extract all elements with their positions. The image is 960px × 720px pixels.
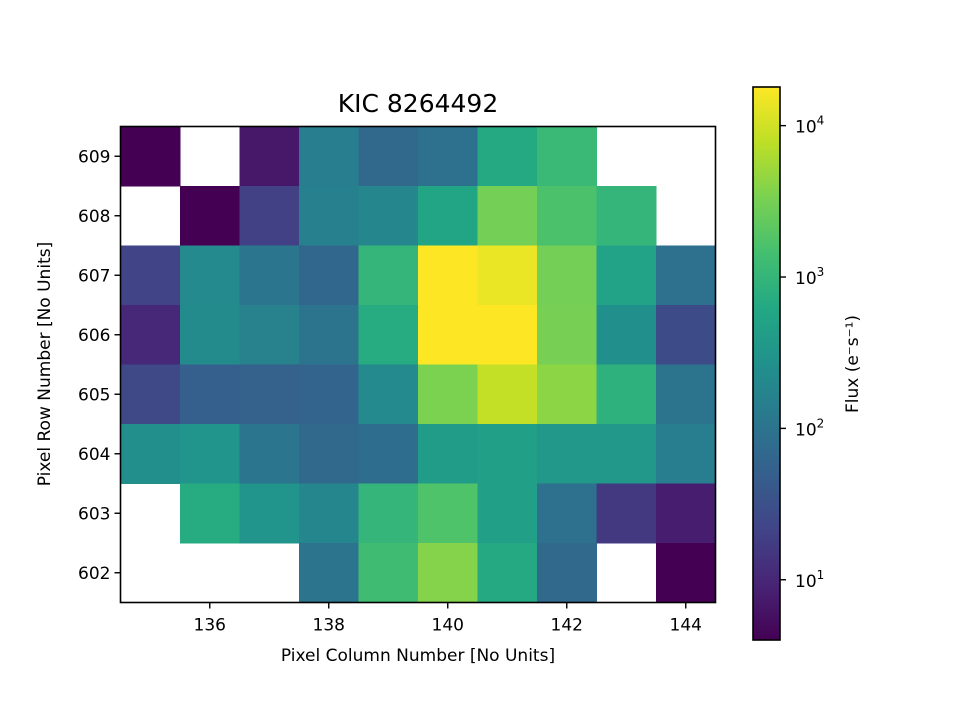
heatmap-cell: [358, 543, 419, 603]
y-tick-label: 603: [78, 504, 110, 524]
heatmap-cell: [477, 305, 538, 365]
heatmap-cell: [299, 126, 359, 187]
heatmap-cell: [537, 305, 597, 365]
heatmap-cell: [418, 364, 478, 425]
y-tick-label: 602: [78, 564, 110, 584]
heatmap-cell: [120, 126, 181, 187]
x-tick-label: 140: [432, 616, 464, 636]
heatmap-cell: [239, 245, 300, 306]
heatmap-cell: [596, 364, 657, 425]
colorbar-tick-label: 101: [795, 568, 824, 592]
heatmap-cell: [358, 364, 419, 425]
colorbar-ticks: 101 102 103 104: [780, 114, 824, 592]
heatmap-cell: [477, 186, 538, 246]
heatmap-cell: [537, 364, 597, 425]
x-tick-label: 138: [313, 616, 345, 636]
heatmap-cell: [180, 186, 240, 246]
colorbar-label: Flux (e⁻s⁻¹): [843, 315, 863, 413]
colorbar-tick-label: 103: [795, 265, 824, 289]
heatmap-cell: [180, 245, 240, 306]
heatmap-cell: [537, 543, 597, 603]
heatmap-cell: [120, 424, 181, 484]
heatmap-cell: [418, 424, 478, 484]
heatmap-cell: [299, 483, 359, 544]
heatmap-cell: [358, 126, 419, 187]
heatmap-cell: [239, 186, 300, 246]
heatmap-cell: [596, 305, 657, 365]
heatmap-cell: [656, 245, 716, 306]
heatmap-cell: [358, 483, 419, 544]
heatmap-cell: [239, 483, 300, 544]
heatmap-cell: [299, 543, 359, 603]
heatmap-cell: [299, 186, 359, 246]
colorbar-tick-label: 102: [795, 416, 824, 440]
heatmap-cell: [299, 245, 359, 306]
y-axis-ticks: 602 603 604 605 606 607 608 609: [78, 147, 121, 584]
heatmap-cell: [596, 245, 657, 306]
heatmap-cell: [537, 126, 597, 187]
y-tick-label: 605: [78, 385, 110, 405]
heatmap-cell: [120, 364, 181, 425]
y-tick-label: 609: [78, 147, 110, 167]
heatmap-cell: [477, 424, 538, 484]
heatmap-cell: [656, 483, 716, 544]
heatmap-cell: [358, 245, 419, 306]
heatmap-cell: [656, 364, 716, 425]
x-tick-label: 142: [551, 616, 583, 636]
heatmap-cell: [477, 364, 538, 425]
heatmap-cell: [537, 245, 597, 306]
heatmap-cell: [477, 126, 538, 187]
heatmap-cell: [120, 245, 181, 306]
heatmap-cell: [656, 305, 716, 365]
colorbar-tick-label: 104: [795, 114, 824, 138]
heatmap-cell: [180, 483, 240, 544]
heatmap-cell: [239, 364, 300, 425]
y-tick-label: 607: [78, 266, 110, 286]
y-tick-label: 604: [78, 445, 110, 465]
chart-title: KIC 8264492: [338, 89, 499, 118]
heatmap-cell: [299, 364, 359, 425]
heatmap-cell: [120, 305, 181, 365]
heatmap-cell: [239, 305, 300, 365]
colorbar: [752, 86, 781, 641]
heatmap-cell: [418, 483, 478, 544]
plot-frame: [119, 125, 717, 604]
heatmap-cell: [239, 126, 300, 187]
heatmap-cell: [358, 305, 419, 365]
y-axis-label: Pixel Row Number [No Units]: [35, 242, 55, 486]
heatmap-cell: [477, 543, 538, 603]
heatmap-cell: [596, 424, 657, 484]
x-axis-ticks: 136 138 140 142 144: [194, 602, 702, 636]
heatmap-cell: [596, 483, 657, 544]
heatmap-cell: [537, 424, 597, 484]
x-tick-label: 136: [194, 616, 226, 636]
heatmap-cell: [477, 483, 538, 544]
heatmap-cell: [418, 245, 478, 306]
heatmap-cell: [656, 543, 716, 603]
heatmap-cell: [596, 186, 657, 246]
heatmap-cell: [358, 186, 419, 246]
heatmap-cell: [358, 424, 419, 484]
heatmap-cell: [239, 424, 300, 484]
heatmap-cell: [537, 483, 597, 544]
heatmap-cell: [656, 424, 716, 484]
heatmap-cell: [418, 186, 478, 246]
heatmap-cell: [299, 305, 359, 365]
x-tick-label: 144: [670, 616, 702, 636]
y-tick-label: 606: [78, 326, 110, 346]
x-axis-label: Pixel Column Number [No Units]: [281, 646, 555, 666]
heatmap-cell: [180, 424, 240, 484]
heatmap-cell: [299, 424, 359, 484]
heatmap-cell: [418, 126, 478, 187]
y-tick-label: 608: [78, 207, 110, 227]
heatmap-cell: [418, 543, 478, 603]
heatmap-cell: [537, 186, 597, 246]
heatmap-cells: [120, 126, 716, 603]
heatmap-cell: [477, 245, 538, 306]
heatmap-cell: [418, 305, 478, 365]
heatmap-cell: [180, 364, 240, 425]
heatmap-cell: [180, 305, 240, 365]
